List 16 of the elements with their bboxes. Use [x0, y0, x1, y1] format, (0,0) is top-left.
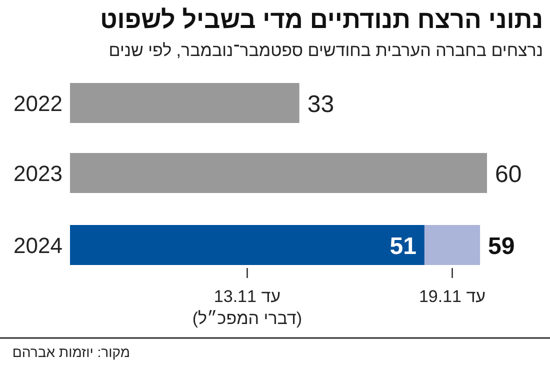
y-tick-label: 2024: [14, 233, 62, 258]
annotation: עד 19.11: [418, 287, 486, 306]
data-label: 33: [307, 91, 334, 118]
data-label: 51: [390, 233, 416, 260]
bar: [70, 153, 487, 193]
bar: [70, 225, 424, 265]
text: עד 13.11 (דברי המפכ״ל): [192, 287, 302, 328]
y-tick-label: 2023: [14, 161, 62, 186]
chart-title: נתוני הרצח תנודתיים מדי בשביל לשפוט: [100, 6, 543, 34]
data-label: 60: [495, 161, 522, 188]
bar: [70, 83, 300, 123]
bar: [424, 225, 480, 265]
total-label: 59: [488, 233, 515, 260]
chart-subtitle: נרצחים בחברה הערבית בחודשים ספטמבר־נובמבר, לפי שנים: [108, 41, 543, 60]
y-tick-label: 2022: [14, 91, 62, 116]
text: מקור: יוזמות אברהם: [12, 344, 130, 360]
